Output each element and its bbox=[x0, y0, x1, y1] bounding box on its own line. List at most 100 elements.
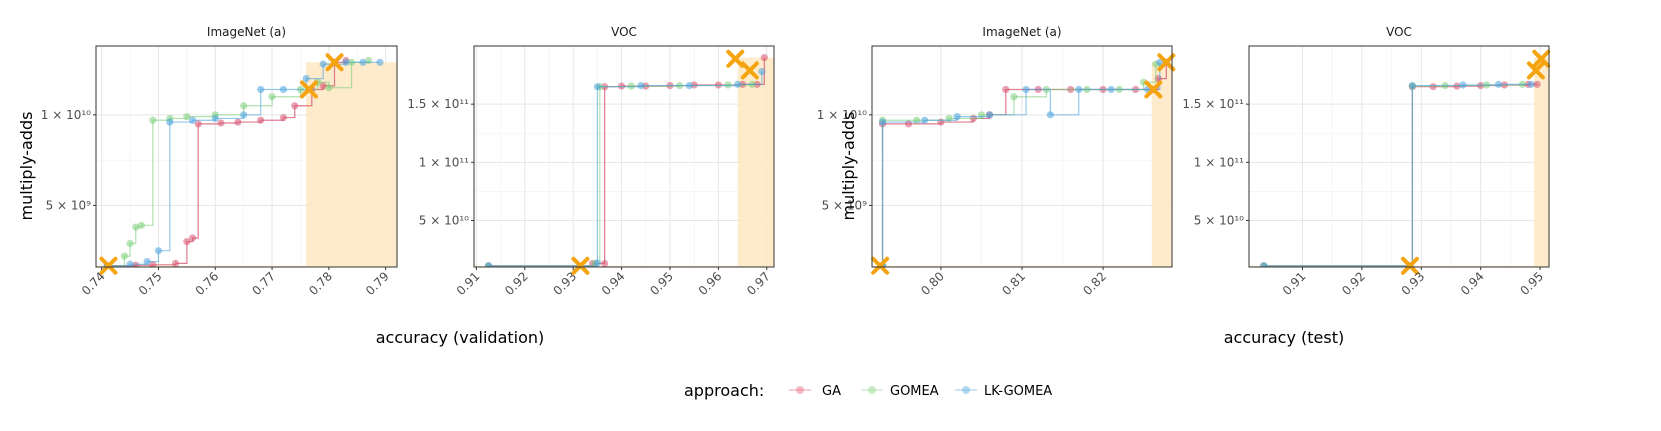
series-lk-gomea bbox=[484, 67, 766, 267]
data-point bbox=[685, 81, 693, 90]
data-point bbox=[183, 238, 191, 246]
x-axis-title-left: accuracy (validation) bbox=[376, 328, 545, 347]
y-tick-label: 5 × 10⁹ bbox=[46, 198, 92, 212]
selected-point-marker bbox=[726, 49, 745, 68]
marker-stroke bbox=[1532, 49, 1551, 68]
data-point bbox=[734, 80, 742, 88]
series-gomea bbox=[878, 60, 1160, 267]
series-line bbox=[881, 62, 1167, 266]
data-point bbox=[240, 111, 248, 119]
legend-item-ga: GA bbox=[789, 384, 841, 399]
x-tick-label: 0.79 bbox=[363, 269, 392, 298]
legend-key-point bbox=[868, 386, 876, 394]
legend-key-point bbox=[796, 386, 804, 394]
data-point bbox=[319, 82, 327, 90]
dominated-region bbox=[1151, 62, 1172, 267]
x-tick-label: 0.95 bbox=[1517, 269, 1546, 298]
panel-4: VOC 5 × 10¹⁰ 1 × 10¹¹ 1.5 × 10¹¹ 0.91 0.92 0.9… bbox=[1182, 25, 1551, 298]
data-point bbox=[1527, 80, 1535, 88]
x-tick-label: 0.81 bbox=[999, 269, 1028, 298]
data-point bbox=[302, 75, 310, 83]
marker-stroke bbox=[871, 256, 890, 275]
series-gomea bbox=[484, 80, 756, 267]
x-tick-label: 0.94 bbox=[1458, 269, 1487, 298]
selected-point-marker bbox=[1144, 80, 1163, 99]
x-tick-label: 0.82 bbox=[1080, 269, 1109, 298]
data-point bbox=[319, 60, 327, 68]
x-axis-title-right: accuracy (test) bbox=[1224, 328, 1344, 347]
series-line bbox=[488, 84, 753, 267]
panel-border bbox=[95, 45, 398, 268]
grid bbox=[474, 46, 774, 267]
marker-stroke bbox=[740, 61, 759, 80]
data-point bbox=[211, 114, 219, 123]
x-tick-label: 0.78 bbox=[306, 269, 335, 298]
marker-stroke bbox=[99, 256, 118, 275]
data-point bbox=[601, 259, 609, 267]
x-tick-label: 0.92 bbox=[502, 269, 531, 298]
series-lk-gomea bbox=[103, 58, 384, 267]
data-point bbox=[126, 239, 134, 248]
panel-title: ImageNet (a) bbox=[207, 25, 286, 39]
legend-label-gomea: GOMEA bbox=[890, 384, 939, 399]
data-point bbox=[325, 84, 333, 92]
data-point bbox=[257, 116, 265, 124]
y-tick-label: 1 × 10¹⁰ bbox=[817, 108, 867, 122]
series-lk-gomea bbox=[1260, 80, 1535, 267]
data-point bbox=[484, 262, 493, 267]
data-point bbox=[291, 102, 299, 110]
x-tick-label: 0.96 bbox=[696, 269, 725, 298]
data-point bbox=[137, 221, 146, 229]
data-point bbox=[1046, 111, 1054, 119]
x-tick-label: 0.77 bbox=[249, 269, 278, 298]
y-tick-label: 1 × 10¹¹ bbox=[1194, 155, 1244, 169]
data-point bbox=[120, 252, 128, 260]
y-tick-label: 1 × 10¹⁰ bbox=[41, 108, 91, 122]
dominated-region bbox=[1534, 57, 1549, 267]
data-point bbox=[268, 93, 276, 101]
series-gomea bbox=[1260, 80, 1526, 267]
series-line bbox=[488, 71, 763, 267]
data-point bbox=[758, 67, 766, 76]
x-tick-label: 0.94 bbox=[599, 269, 628, 298]
plot-area bbox=[96, 56, 397, 267]
data-point bbox=[149, 261, 157, 267]
selected-point-marker bbox=[325, 53, 344, 72]
selected-point-marker bbox=[1157, 53, 1176, 72]
data-point bbox=[945, 114, 953, 123]
x-tick-label: 0.91 bbox=[454, 269, 483, 298]
data-point bbox=[194, 120, 202, 128]
selected-point-marker bbox=[1532, 49, 1551, 68]
data-point bbox=[1533, 80, 1541, 88]
y-tick-label: 5 × 10¹⁰ bbox=[1194, 213, 1244, 227]
selected-point-marker bbox=[571, 256, 590, 275]
data-point bbox=[279, 113, 288, 122]
panel-title: ImageNet (a) bbox=[982, 25, 1061, 39]
dominated-region bbox=[872, 265, 1172, 267]
panel-title: VOC bbox=[611, 25, 637, 39]
x-tick-label: 0.92 bbox=[1339, 269, 1368, 298]
data-point bbox=[166, 118, 174, 126]
legend-label-ga: GA bbox=[822, 384, 841, 399]
data-point bbox=[257, 85, 265, 94]
marker-stroke bbox=[299, 80, 318, 99]
marker-stroke bbox=[1526, 61, 1545, 80]
marker-stroke bbox=[1400, 256, 1419, 275]
x-tick-label: 0.80 bbox=[918, 269, 947, 298]
data-point bbox=[143, 257, 151, 266]
y-tick-label: 5 × 10⁹ bbox=[822, 198, 868, 212]
data-point bbox=[376, 58, 384, 66]
legend-key-point bbox=[962, 386, 970, 394]
selected-point-marker bbox=[740, 61, 759, 80]
data-point bbox=[637, 81, 645, 90]
data-point bbox=[760, 54, 768, 62]
y-axis-title-right: multiply-adds bbox=[839, 112, 858, 221]
marker-stroke bbox=[325, 53, 344, 72]
data-point bbox=[279, 85, 288, 94]
x-tick-label: 0.75 bbox=[136, 269, 165, 298]
panel-title: VOC bbox=[1386, 25, 1412, 39]
data-point bbox=[126, 260, 134, 267]
data-point bbox=[1002, 85, 1010, 94]
